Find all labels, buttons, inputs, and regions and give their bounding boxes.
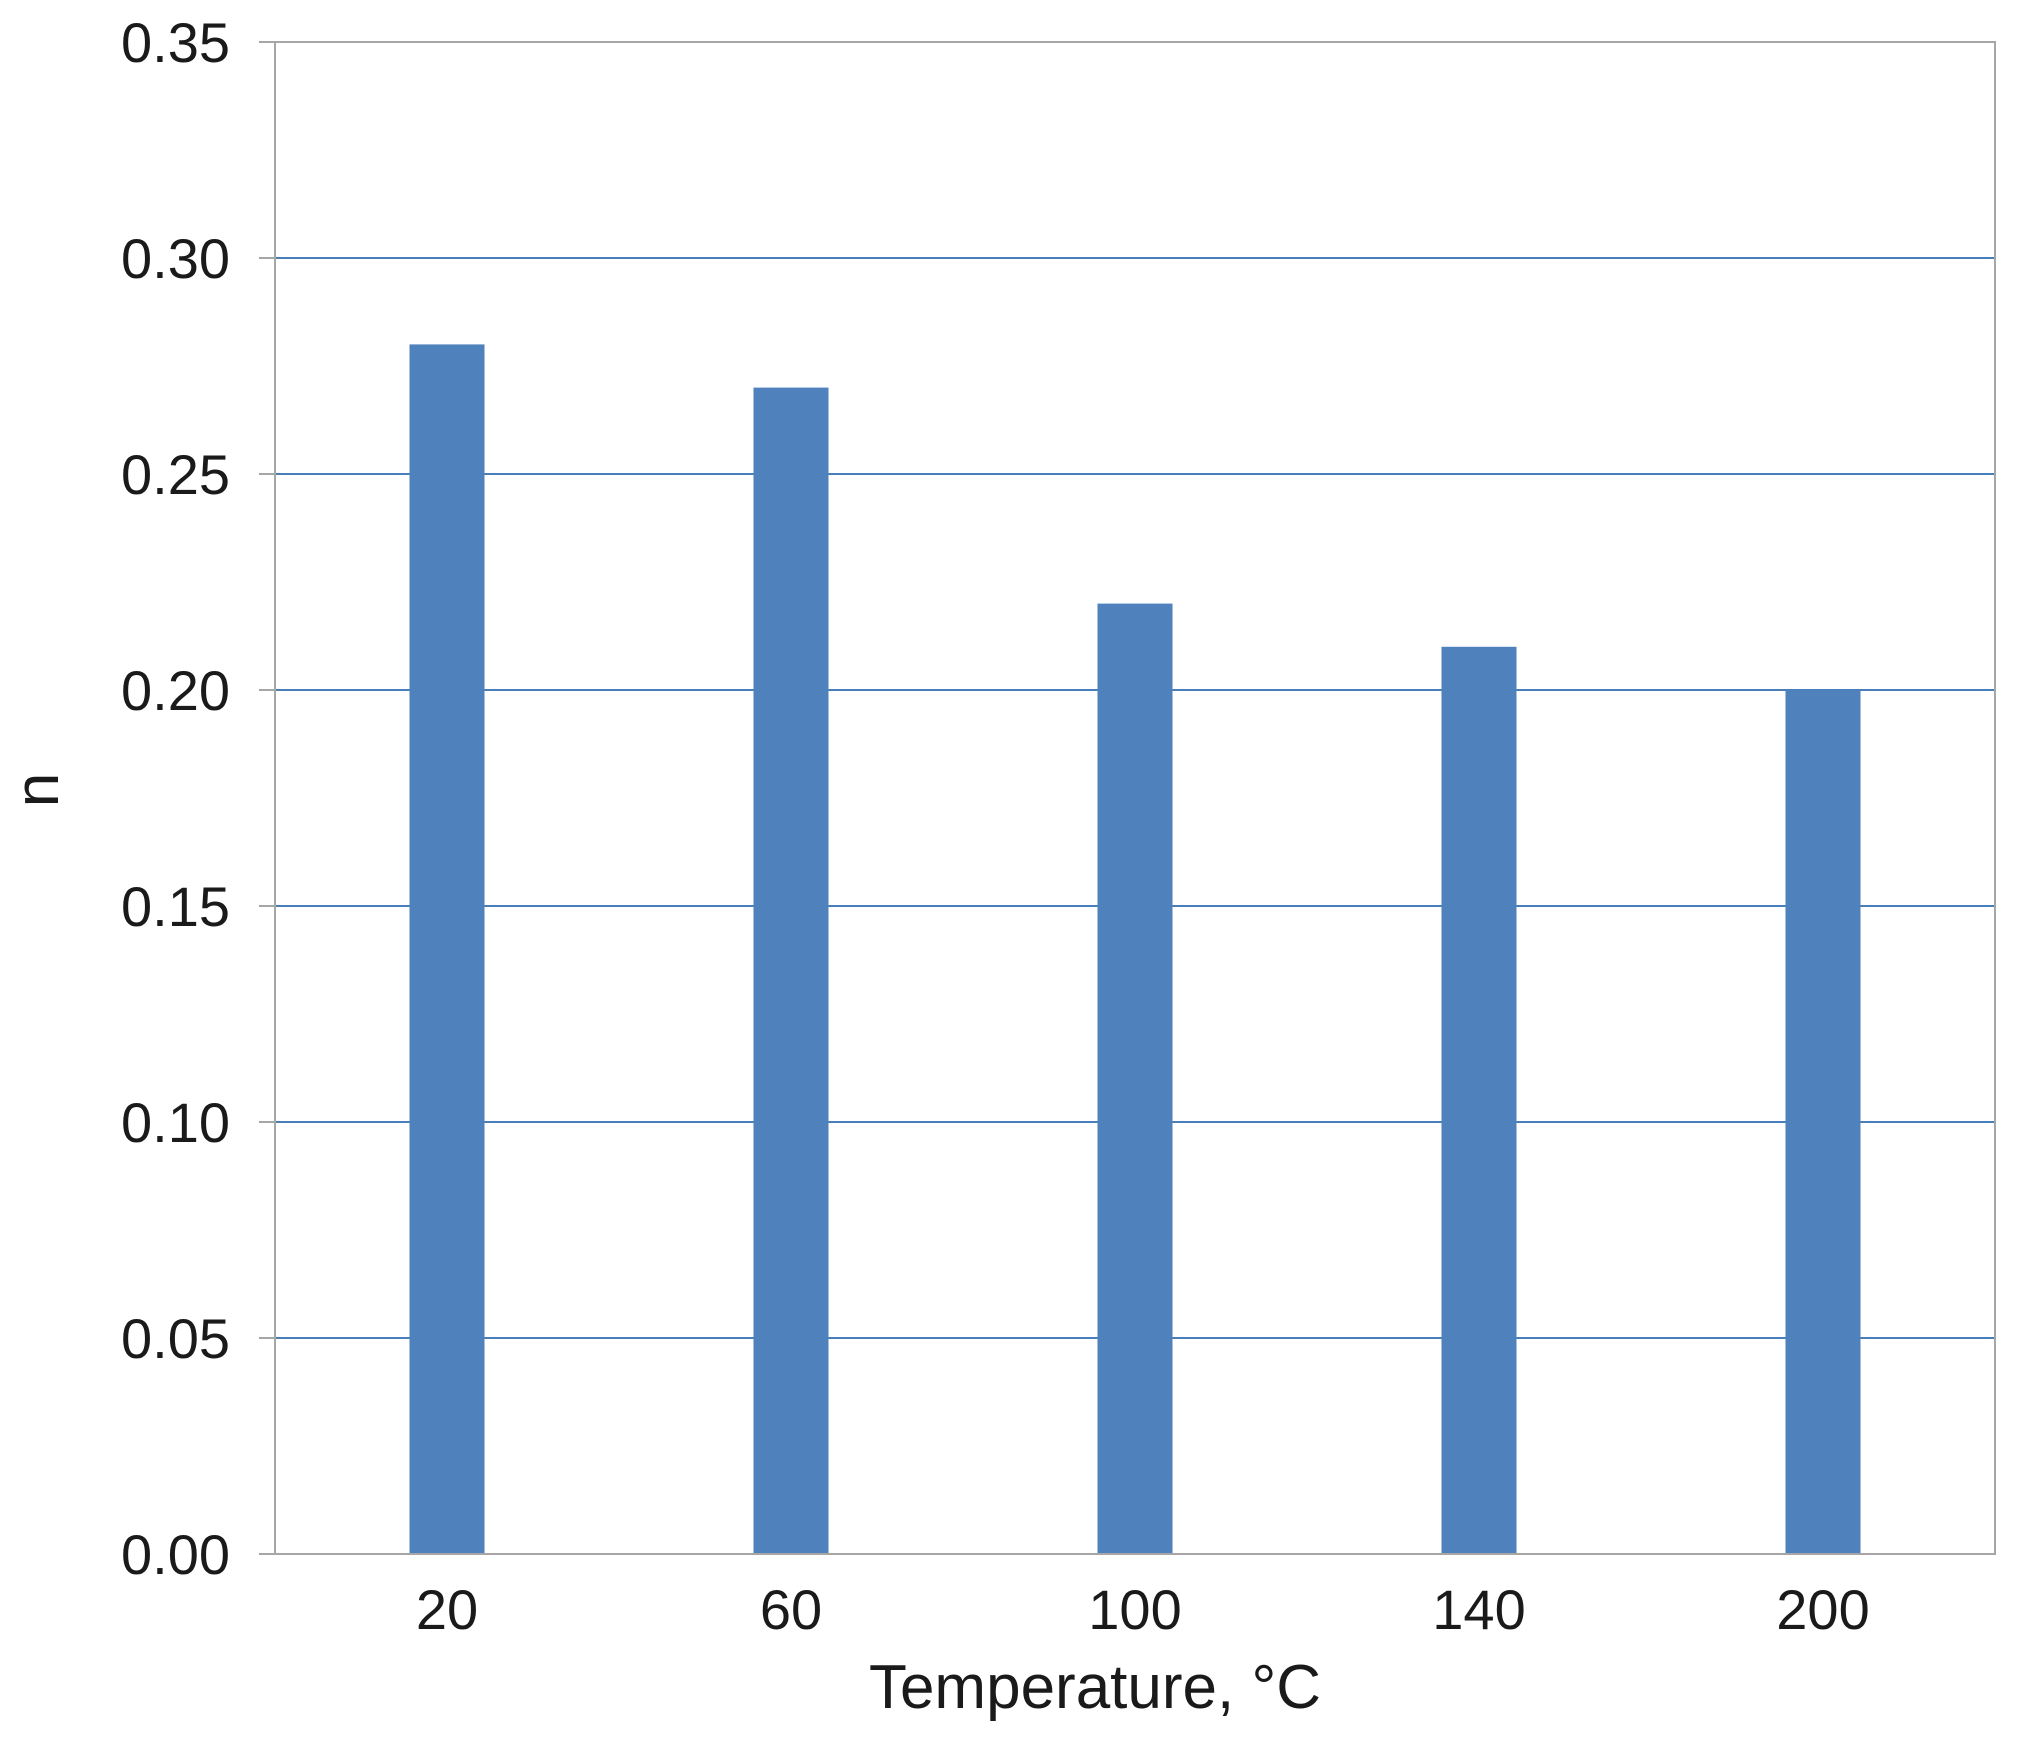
bars bbox=[409, 344, 1861, 1555]
bar bbox=[409, 344, 485, 1554]
plot-border bbox=[274, 41, 1996, 1555]
x-tick-label: 20 bbox=[416, 1578, 478, 1641]
x-tick-labels: 20 60 100 140 200 bbox=[416, 1578, 1870, 1641]
x-tick-label: 140 bbox=[1432, 1578, 1525, 1641]
bar bbox=[1785, 690, 1861, 1554]
x-tick-label: 100 bbox=[1088, 1578, 1181, 1641]
y-tick-label: 0.00 bbox=[121, 1523, 230, 1586]
y-tick-label: 0.05 bbox=[121, 1307, 230, 1370]
y-tick-labels: 0.00 0.05 0.10 0.15 0.20 0.25 0.30 0.35 bbox=[121, 11, 230, 1586]
y-tick-label: 0.15 bbox=[121, 875, 230, 938]
y-tick-label: 0.20 bbox=[121, 659, 230, 722]
x-axis-title: Temperature, °C bbox=[869, 1653, 1321, 1722]
plot-frame bbox=[259, 41, 1996, 1555]
y-tick-label: 0.35 bbox=[121, 11, 230, 74]
y-tick-label: 0.25 bbox=[121, 443, 230, 506]
bar bbox=[1097, 603, 1173, 1554]
y-tick-label: 0.10 bbox=[121, 1091, 230, 1154]
bar bbox=[753, 387, 829, 1555]
y-tick-label: 0.30 bbox=[121, 227, 230, 290]
bar bbox=[1441, 646, 1517, 1554]
y-axis-title: n bbox=[3, 773, 72, 807]
x-tick-label: 200 bbox=[1776, 1578, 1869, 1641]
x-tick-label: 60 bbox=[760, 1578, 822, 1641]
